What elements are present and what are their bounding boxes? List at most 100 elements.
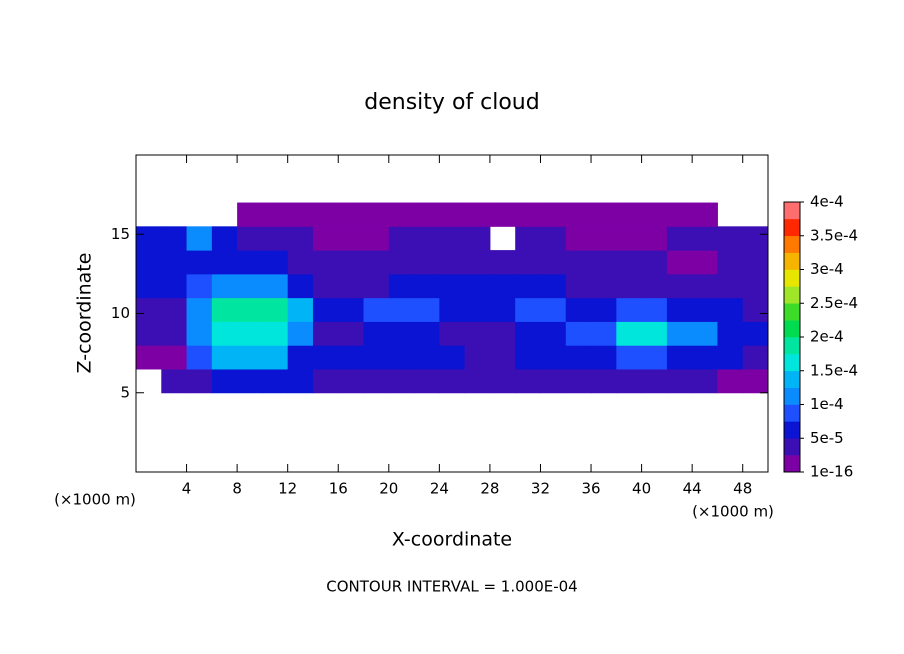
cell xyxy=(439,226,466,251)
cell xyxy=(136,250,162,275)
cell xyxy=(414,345,440,370)
cell xyxy=(540,202,567,227)
cell xyxy=(515,273,541,299)
cell xyxy=(641,250,668,275)
cell xyxy=(692,226,718,251)
y-tick-label: 5 xyxy=(120,383,130,401)
cell xyxy=(161,368,188,394)
cell xyxy=(388,250,415,275)
cell xyxy=(565,345,592,370)
cell xyxy=(237,297,263,322)
cell xyxy=(338,368,365,394)
cell xyxy=(641,297,668,322)
cell xyxy=(439,345,466,370)
cell xyxy=(211,297,238,322)
cell xyxy=(666,250,693,275)
cell xyxy=(439,368,466,394)
cell xyxy=(211,345,238,370)
cell xyxy=(262,321,289,346)
colorbar-band xyxy=(784,337,800,355)
cell xyxy=(666,345,693,370)
colorbar-band xyxy=(784,202,800,220)
cell xyxy=(591,250,617,275)
colorbar-band xyxy=(784,353,800,372)
cell xyxy=(515,297,541,322)
cell xyxy=(666,297,693,322)
cell xyxy=(489,250,516,275)
cell xyxy=(464,368,491,394)
cell xyxy=(312,321,339,346)
x-tick-label: 8 xyxy=(232,480,242,498)
cell xyxy=(414,202,440,227)
cell xyxy=(363,368,390,394)
cell xyxy=(666,321,693,346)
x-axis-label: X-coordinate xyxy=(392,529,512,551)
cell xyxy=(565,202,592,227)
cell xyxy=(641,368,668,394)
cell xyxy=(414,368,440,394)
cell xyxy=(136,321,162,346)
cell xyxy=(742,250,769,275)
cell xyxy=(464,297,491,322)
cell xyxy=(312,226,339,251)
cell xyxy=(717,345,744,370)
cell xyxy=(312,250,339,275)
cell xyxy=(338,226,365,251)
colorbar-band xyxy=(784,286,800,304)
cell xyxy=(692,321,718,346)
cell xyxy=(489,273,516,299)
cell xyxy=(363,345,390,370)
colorbar-band xyxy=(784,252,800,270)
cell xyxy=(388,273,415,299)
cell xyxy=(641,226,668,251)
cell xyxy=(186,297,213,322)
cell xyxy=(186,273,213,299)
cell xyxy=(692,273,718,299)
cell xyxy=(262,226,289,251)
footnote: CONTOUR INTERVAL = 1.000E-04 xyxy=(326,578,577,596)
cell xyxy=(237,321,263,346)
colorbar-tick-label: 4e-4 xyxy=(810,193,844,211)
cell xyxy=(591,297,617,322)
cell xyxy=(489,202,516,227)
x-tick-label: 24 xyxy=(430,480,449,498)
cell xyxy=(717,321,744,346)
x-tick-label: 4 xyxy=(182,480,192,498)
cell xyxy=(237,345,263,370)
cell xyxy=(186,226,213,251)
cell xyxy=(464,250,491,275)
cell xyxy=(540,321,567,346)
cell xyxy=(136,345,162,370)
cell xyxy=(540,345,567,370)
cell xyxy=(742,273,769,299)
cell xyxy=(565,273,592,299)
cell xyxy=(186,321,213,346)
cell xyxy=(540,226,567,251)
cell xyxy=(439,273,466,299)
cell xyxy=(388,321,415,346)
cell xyxy=(717,297,744,322)
cell xyxy=(211,273,238,299)
cell xyxy=(388,345,415,370)
y-tick-label: 10 xyxy=(111,304,130,322)
cell xyxy=(742,297,769,322)
cell xyxy=(237,250,263,275)
cell xyxy=(136,226,162,251)
x-tick-label: 12 xyxy=(278,480,297,498)
colorbar-band xyxy=(784,303,800,321)
cell xyxy=(616,273,643,299)
cell xyxy=(287,250,314,275)
cell xyxy=(666,226,693,251)
cell xyxy=(616,297,643,322)
cell xyxy=(666,368,693,394)
cell xyxy=(287,202,314,227)
colorbar-tick-label: 3.5e-4 xyxy=(810,226,858,244)
cell xyxy=(262,368,289,394)
cell xyxy=(287,368,314,394)
x-tick-label: 40 xyxy=(632,480,651,498)
cell xyxy=(717,273,744,299)
colorbar-tick-label: 1e-4 xyxy=(810,395,844,413)
cell xyxy=(464,345,491,370)
cell xyxy=(237,202,263,227)
cell xyxy=(363,202,390,227)
